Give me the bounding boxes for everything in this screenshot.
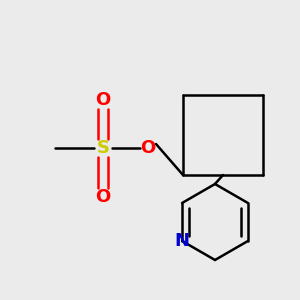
Text: N: N [175,232,190,250]
Text: O: O [95,188,111,206]
Text: S: S [97,139,110,157]
Text: O: O [140,139,156,157]
Text: O: O [95,91,111,109]
